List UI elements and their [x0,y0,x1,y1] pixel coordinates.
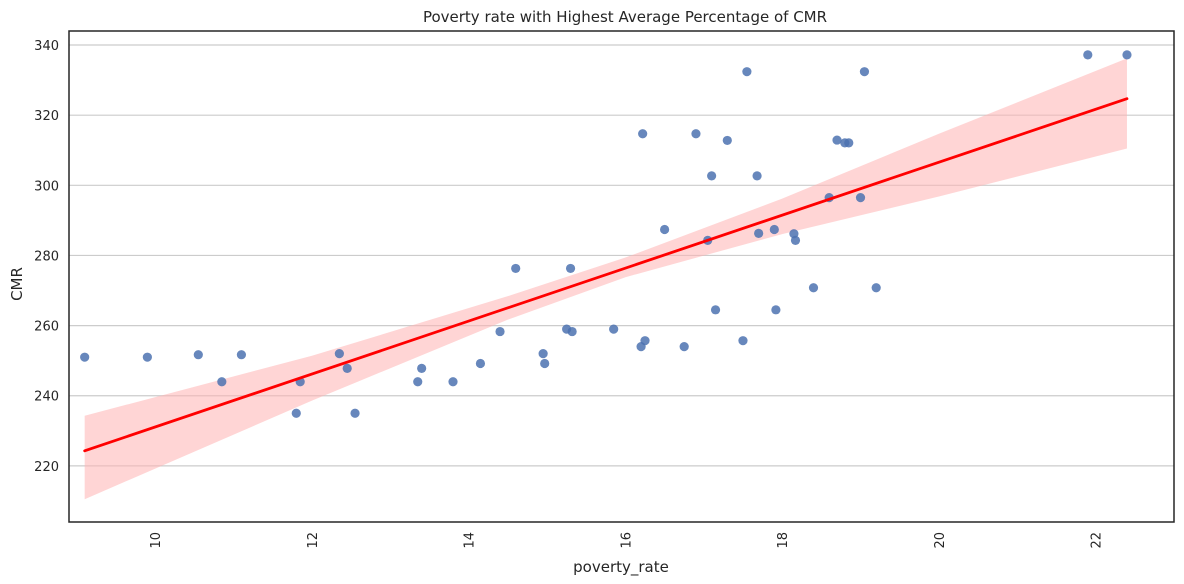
x-tick-label: 16 [619,532,634,549]
data-point [567,326,577,337]
data-point [679,342,689,352]
data-points [80,50,1132,418]
data-point [1122,50,1132,60]
data-point [855,192,866,203]
y-tick-label: 220 [34,460,59,475]
x-tick-label: 10 [149,532,164,549]
y-tick-label: 300 [34,179,59,194]
data-point [707,171,717,181]
x-tick-label: 18 [776,532,791,549]
data-point [844,138,854,148]
data-point [565,263,576,274]
data-point [769,224,779,235]
data-point [660,224,670,235]
data-point [859,67,870,77]
y-tick-label: 280 [34,249,59,264]
data-point [342,363,352,373]
data-point [1083,50,1093,60]
data-point [771,305,781,315]
confidence-band [84,58,1127,500]
data-point [291,408,301,418]
data-point [640,336,650,346]
data-point [832,135,842,145]
x-axis-label: poverty_rate [573,558,669,577]
y-tick-label: 240 [34,390,59,405]
data-point [448,377,458,387]
data-point [609,324,619,334]
data-point [871,283,881,293]
x-axis-ticks: 10 12 14 16 18 20 22 [149,532,1104,549]
data-point [236,350,247,360]
data-point [808,283,819,293]
data-point [334,349,344,359]
data-point [417,363,427,373]
data-point [217,377,227,387]
data-point [752,171,762,181]
regression-line [83,97,1129,453]
data-point [80,352,90,362]
y-tick-label: 260 [34,320,59,335]
regression-line-group [83,97,1129,453]
x-tick-label: 12 [306,532,321,549]
y-axis-ticks: 220 240 260 280 300 320 340 [34,39,59,475]
y-tick-label: 320 [34,109,59,124]
data-point [540,358,550,369]
data-point [511,263,521,274]
data-point [790,235,801,245]
data-point [722,135,732,146]
data-point [710,305,721,315]
x-tick-label: 20 [933,532,948,549]
data-point [742,67,752,77]
data-point [142,352,152,362]
data-point [538,349,548,359]
data-point [193,350,203,360]
data-point [738,336,748,346]
data-point [638,129,648,139]
data-point [754,228,764,238]
chart-title: Poverty rate with Highest Average Percen… [423,8,827,26]
x-tick-label: 14 [463,532,478,549]
data-point [350,408,360,418]
y-tick-label: 340 [34,39,59,54]
y-axis-label: CMR [8,267,26,301]
plot-frame [68,30,1175,523]
data-point [475,358,486,369]
confidence-band-area [84,58,1127,500]
data-point [495,326,505,337]
x-tick-label: 22 [1090,532,1105,549]
data-point [413,377,423,387]
data-point [691,129,701,139]
